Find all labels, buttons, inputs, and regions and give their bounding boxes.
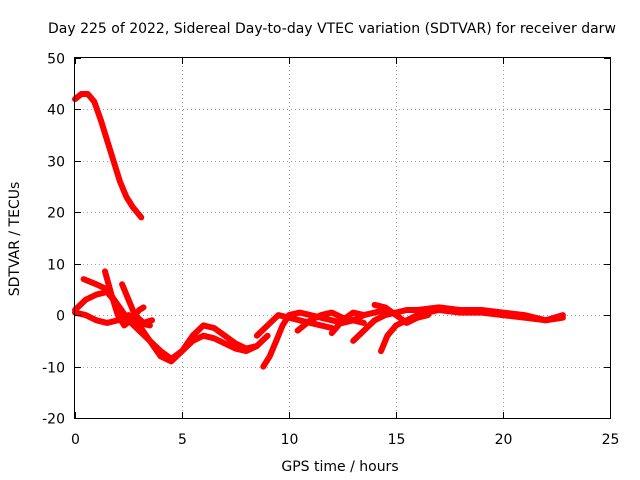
y-tick-label: 50	[47, 52, 65, 68]
series-line-9	[294, 309, 367, 334]
y-axis-label: SDTVAR / TECUs	[7, 182, 23, 297]
y-tick-label: -10	[42, 361, 65, 377]
series-line-10	[328, 309, 367, 337]
series-line-8	[253, 312, 335, 339]
series-line-12	[378, 307, 566, 355]
series-line-1	[72, 91, 145, 221]
x-tick-label: 15	[388, 432, 406, 448]
y-tick-label: 40	[47, 103, 65, 119]
series-line-13	[371, 301, 432, 326]
series-line-6	[119, 281, 155, 326]
series-line-5	[102, 268, 147, 329]
y-tick-label: 0	[56, 309, 65, 325]
y-tick-label: 10	[47, 258, 65, 274]
series-line-4	[72, 309, 260, 365]
x-tick-label: 5	[178, 432, 187, 448]
y-tick-label: -20	[42, 412, 65, 428]
axis-ticks: 0 5 10 15 20 25 -20 -10 0 10 20 30 40 50	[42, 52, 619, 449]
x-tick-label: 20	[495, 432, 513, 448]
y-tick-label: 30	[47, 155, 65, 171]
x-tick-label: 25	[602, 432, 620, 448]
chart-title: Day 225 of 2022, Sidereal Day-to-day VTE…	[48, 21, 616, 37]
x-axis-label: GPS time / hours	[281, 459, 398, 475]
plot-frame	[74, 57, 611, 419]
data-series-group	[72, 91, 566, 370]
grid	[75, 58, 610, 418]
x-tick-label: 0	[71, 432, 80, 448]
y-tick-label: 20	[47, 206, 65, 222]
x-tick-label: 10	[281, 432, 299, 448]
